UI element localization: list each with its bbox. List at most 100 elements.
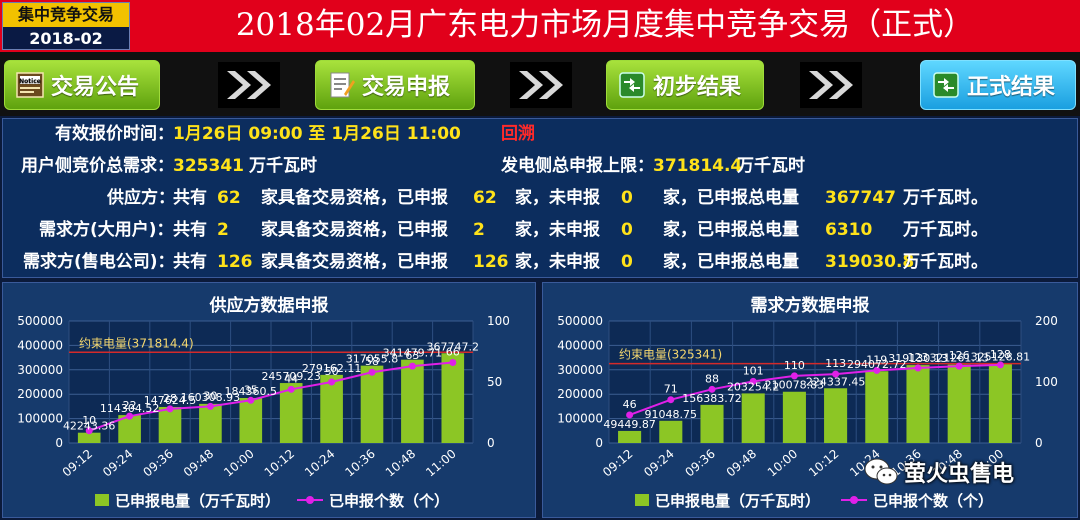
count-value-label: 110 <box>784 359 805 372</box>
x-tick-label: 10:12 <box>806 447 841 480</box>
txt-qualified: 家具备交易资格，已申报 <box>261 220 448 240</box>
count-point <box>708 385 716 393</box>
demand-value: 325341 <box>173 156 244 176</box>
bar <box>824 388 848 443</box>
bar <box>700 404 724 443</box>
row-label: 需求方(售电公司)： <box>23 252 175 272</box>
bar <box>401 359 424 443</box>
bar-value-label: 224337.45 <box>806 375 866 388</box>
bar <box>239 398 263 443</box>
txt-qualified: 家具备交易资格，已申报 <box>261 188 448 208</box>
badge-month: 2018-02 <box>29 29 103 48</box>
txt-total: 共有 <box>173 220 207 240</box>
x-tick-label: 10:12 <box>262 447 297 480</box>
bar <box>947 364 971 443</box>
y-left-tick-label: 100000 <box>17 412 63 426</box>
bar-value-label: 245709.23 <box>261 370 321 383</box>
count-value-label: 46 <box>623 398 637 411</box>
legend-line-label: 已申报个数（个） <box>873 491 994 510</box>
declared-energy: 367747 <box>825 188 896 208</box>
y-left-tick-label: 400000 <box>17 338 63 352</box>
step-declare-button[interactable]: 交易申报 <box>315 60 475 110</box>
step-bar: Notice 交易公告 交易申报 初步结果 正式结果 <box>0 52 1080 116</box>
badge-type: 集中竞争交易 <box>3 3 129 27</box>
bar-value-label: 321261.13 <box>929 352 989 365</box>
x-tick-label: 09:36 <box>140 447 175 480</box>
demand-label: 用户侧竞价总需求： <box>21 156 174 176</box>
legend-line-item: 已申报个数（个） <box>297 489 449 511</box>
demand-chart: 0 100000 200000 300000 400000 500000 0 100 200 约束… <box>557 314 1058 480</box>
bar <box>988 363 1012 443</box>
bar <box>906 365 930 443</box>
bar <box>77 432 101 443</box>
step-preliminary-button[interactable]: 初步结果 <box>606 60 764 110</box>
bar <box>118 415 141 443</box>
time-value: 1月26日 09:00 至 1月26日 11:00 <box>173 124 461 144</box>
count-value-label: 101 <box>743 364 764 377</box>
count-value-label: 30 <box>203 389 217 402</box>
x-tick-label: 10:48 <box>383 447 418 480</box>
count-point <box>449 358 457 366</box>
legend-bar-item: 已申报电量（万千瓦时） <box>95 489 280 511</box>
y-left-tick-label: 400000 <box>557 338 603 352</box>
count-value-label: 35 <box>244 383 258 396</box>
count-point <box>749 377 757 385</box>
total-count: 126 <box>217 252 253 272</box>
x-tick-label: 10:36 <box>342 447 377 480</box>
txt-total: 共有 <box>173 188 207 208</box>
txt-energy: 家，已申报总电量 <box>663 188 799 208</box>
result-icon <box>931 70 961 100</box>
header: 集中竞争交易 2018-02 2018年02月广东电力市场月度集中竞争交易（正式… <box>0 0 1080 52</box>
bar-value-label: 184360.5 <box>225 385 278 398</box>
row-label: 需求方(大用户)： <box>39 220 174 240</box>
declared-count: 2 <box>473 220 485 240</box>
count-point <box>247 396 255 404</box>
bar-value-label: 147624.5 <box>144 394 197 407</box>
replay-link[interactable]: 回溯 <box>501 124 535 144</box>
count-point <box>626 411 634 419</box>
chevron-right-icon <box>800 62 862 108</box>
total-count: 62 <box>217 188 241 208</box>
step-notice-label: 交易公告 <box>51 75 140 100</box>
supply-chart-panel: 0 100000 200000 300000 400000 500000 0 50 100 约束电… <box>2 282 536 518</box>
x-tick-label: 09:48 <box>724 447 759 480</box>
row-label: 供应方： <box>107 188 175 208</box>
count-point <box>166 405 174 413</box>
undeclared-count: 0 <box>621 220 633 240</box>
period-badge: 集中竞争交易 2018-02 <box>2 2 130 50</box>
reference-line-label: 约束电量(325341) <box>619 347 722 362</box>
declared-count: 126 <box>473 252 509 272</box>
bar-value-label: 294072.72 <box>847 358 907 371</box>
watermark: 萤火虫售电 <box>864 454 1014 490</box>
legend-line-item: 已申报个数（个） <box>841 489 993 511</box>
count-value-label: 66 <box>446 345 460 358</box>
undeclared-count: 0 <box>621 252 633 272</box>
declared-energy: 6310 <box>825 220 873 240</box>
bar <box>782 391 806 443</box>
unit-end: 万千瓦时。 <box>903 188 988 208</box>
bar <box>279 383 303 443</box>
wechat-icon <box>864 458 898 485</box>
step-final-button[interactable]: 正式结果 <box>920 60 1076 110</box>
count-point <box>832 370 840 378</box>
count-value-label: 28 <box>163 392 177 405</box>
count-value-label: 44 <box>284 372 298 385</box>
legend-bar-label: 已申报电量（万千瓦时） <box>115 491 281 510</box>
bar <box>659 420 683 443</box>
declared-energy: 319030.8 <box>825 252 915 272</box>
x-tick-label: 11:00 <box>423 447 458 480</box>
y-right-tick-label: 200 <box>1035 314 1058 328</box>
x-tick-label: 10:24 <box>302 447 337 480</box>
y-right-tick-label: 100 <box>1035 375 1058 389</box>
bar-value-label: 114304.52 <box>100 402 160 415</box>
bar <box>320 374 343 443</box>
supply-cap-unit: 万千瓦时 <box>737 156 805 176</box>
edit-document-icon <box>326 70 356 100</box>
chevron-right-icon <box>218 62 280 108</box>
y-left-tick-label: 0 <box>595 436 603 450</box>
step-notice-button[interactable]: Notice 交易公告 <box>4 60 160 110</box>
legend-bar-item: 已申报电量（万千瓦时） <box>635 489 820 511</box>
y-left-tick-label: 300000 <box>557 363 603 377</box>
count-value-label: 113 <box>825 357 846 370</box>
step-final-label: 正式结果 <box>967 75 1056 100</box>
